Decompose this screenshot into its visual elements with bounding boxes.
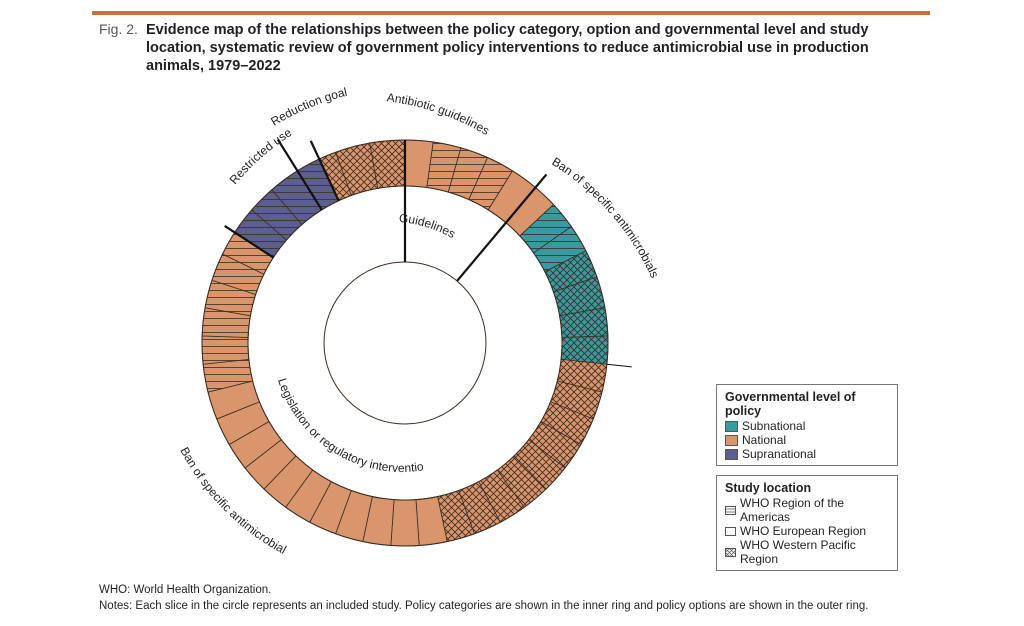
legend-item-label: WHO Region of the Americas (740, 496, 845, 524)
study-slice-pattern (222, 232, 274, 275)
legend-location-title: Study location (725, 481, 812, 495)
study-slice-pattern (448, 147, 488, 200)
swatch-subnational (725, 420, 738, 432)
study-slice-pattern (561, 335, 609, 365)
study-slice-pattern (201, 335, 249, 365)
legend-item-label: National (742, 433, 787, 447)
study-slice-pattern (497, 455, 547, 508)
category-dividers (224, 138, 632, 368)
study-slice-pattern (550, 380, 602, 420)
study-slice-pattern (297, 159, 339, 210)
study-slice-pattern (369, 140, 405, 189)
legend-level-title: Governmental level of policy (725, 390, 856, 418)
swatch-western-pacific (725, 547, 736, 557)
legend-item-national: National (725, 433, 889, 447)
option-divider (224, 224, 274, 259)
legend-item-subnational: Subnational (725, 419, 889, 433)
center-hole (323, 261, 487, 425)
study-slice-pattern (519, 204, 572, 253)
study-slice-pattern (468, 157, 513, 210)
study-slice-pattern (533, 226, 586, 272)
category-divider (456, 173, 548, 282)
study-slice-pattern (559, 307, 608, 338)
figure-title: Evidence map of the relationships betwee… (146, 22, 869, 74)
legend-study-location: Study location WHO Region of the America… (716, 475, 898, 571)
swatch-national (725, 434, 738, 446)
study-slice-pattern (540, 401, 594, 445)
label-reduction-goals: Reduction goals (0, 0, 348, 129)
legend-governmental-level: Governmental level of policy Subnational… (716, 384, 898, 466)
study-slice-pattern (205, 280, 256, 316)
option-divider (309, 140, 340, 202)
legend-item-supranational: Supranational (725, 447, 889, 461)
study-slice-pattern (426, 141, 461, 193)
legend-item-label: WHO European Region (740, 524, 867, 538)
study-slice (390, 499, 420, 547)
legend-item-label: Subnational (742, 419, 806, 433)
study-slice-pattern (514, 439, 565, 490)
label-antibiotic-guidelines: Antibiotic guidelines (386, 90, 492, 138)
study-slice-pattern (478, 470, 525, 523)
study-slice-pattern (234, 209, 287, 258)
swatch-europe (725, 526, 736, 536)
study-slice-pattern (335, 143, 378, 196)
top-rule (92, 11, 930, 15)
legend-item-label: WHO Western Pacific Region (740, 538, 856, 566)
legend-item-americas: WHO Region of the Americas (725, 496, 889, 524)
study-slice-pattern (437, 490, 475, 542)
study-slice-pattern (319, 152, 352, 201)
study-slice-pattern (211, 254, 264, 295)
outer-ring-slices (201, 139, 609, 547)
leader-line (606, 363, 632, 368)
study-slice-pattern (458, 481, 501, 534)
legend-item-europe: WHO European Region (725, 524, 889, 538)
study-slice-pattern (203, 359, 253, 393)
study-slice-pattern (528, 421, 581, 468)
study-slice-pattern (553, 276, 605, 316)
legend-item-label: Supranational (742, 447, 817, 461)
legend-item-western-pacific: WHO Western Pacific Region (725, 538, 889, 566)
study-slice-pattern (271, 170, 322, 225)
study-slice-pattern (251, 189, 302, 240)
study-slice-pattern (544, 250, 597, 292)
swatch-supranational (725, 448, 738, 460)
swatch-americas (725, 505, 736, 515)
footer-notes: Notes: Each slice in the circle represen… (99, 600, 869, 612)
figure-label: Fig. 2. (99, 21, 138, 37)
label-restricted-use: Restricted use (227, 125, 295, 187)
study-slice-pattern (202, 307, 251, 338)
footer-abbreviation: WHO: World Health Organization. (99, 584, 272, 596)
label-guidelines: Guidelines (398, 211, 457, 241)
option-divider (276, 138, 323, 211)
